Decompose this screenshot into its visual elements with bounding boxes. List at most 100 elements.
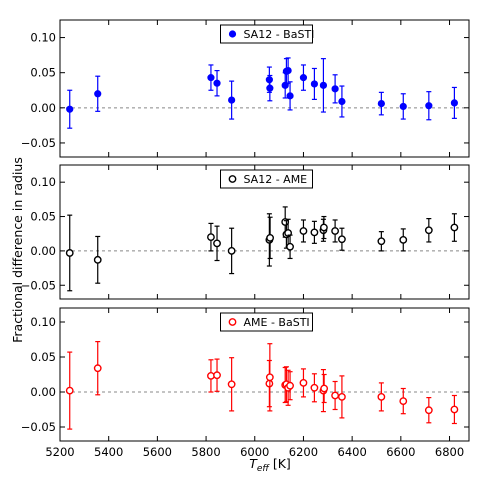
legend: AME - BaSTI [220, 312, 313, 332]
y-tick-label: 0.00 [30, 385, 56, 399]
marker [299, 227, 308, 235]
y-tick-label: 0.05 [30, 66, 56, 80]
marker [310, 80, 319, 88]
panels: 0.10 0.05 0.00 −0.05 SA12 - BaSTI 0.10 0.05 0.0… [21, 19, 470, 459]
x-tick-label: 6000 [240, 445, 269, 459]
marker [424, 406, 433, 415]
x-tick-label: 5800 [191, 445, 220, 459]
data-point [377, 91, 385, 116]
panel-1: 0.10 0.05 0.00 −0.05 SA12 - BaSTI [21, 19, 470, 158]
marker [338, 235, 346, 244]
marker [266, 233, 274, 242]
legend-box [220, 312, 313, 332]
data-point [207, 222, 215, 252]
data-point [399, 228, 408, 252]
data-point [450, 394, 459, 425]
y-tick-label: 0.00 [30, 101, 56, 115]
data-point [425, 91, 433, 121]
x-tick-label: 5400 [94, 445, 123, 459]
x-tick-label: 5200 [45, 445, 74, 459]
data-point [213, 225, 221, 262]
marker [399, 397, 408, 405]
marker [450, 405, 459, 414]
marker [213, 371, 221, 380]
data-point [320, 373, 329, 404]
data-point [310, 67, 319, 100]
legend-box [220, 24, 313, 44]
axes-frame [59, 19, 470, 158]
marker [450, 99, 458, 107]
marker [399, 236, 408, 244]
data-point [310, 373, 319, 403]
data-point [424, 397, 433, 424]
y-tick-label: −0.05 [21, 136, 56, 150]
data-point [66, 89, 74, 129]
marker [286, 92, 294, 100]
marker [66, 105, 74, 113]
y-tick-label: 0.10 [30, 175, 56, 189]
data-point [266, 216, 274, 260]
data-point [286, 234, 294, 260]
marker [377, 100, 385, 108]
data-point [207, 359, 215, 393]
marker [319, 81, 328, 89]
marker [425, 102, 433, 110]
legend-box [220, 169, 313, 189]
x-axis-label-sub: eff [257, 464, 271, 474]
data-point [399, 387, 408, 415]
data-point [310, 220, 319, 244]
data-point [338, 375, 346, 419]
data-point [65, 214, 74, 292]
x-tick-label: 5600 [143, 445, 172, 459]
marker [266, 84, 274, 92]
marker [310, 228, 319, 237]
data-point [331, 74, 339, 104]
marker [331, 85, 339, 93]
x-axis-label-main: T [249, 456, 258, 471]
marker [338, 392, 346, 401]
marker [207, 74, 215, 82]
legend-label: SA12 - BaSTI [244, 28, 315, 41]
marker [207, 371, 215, 380]
data-point [213, 69, 221, 97]
marker [377, 237, 386, 246]
marker [94, 90, 102, 98]
x-axis-label-unit: [K] [269, 456, 291, 471]
axes-frame [59, 307, 470, 442]
data-point [213, 358, 221, 392]
legend-marker [228, 175, 237, 183]
marker [299, 74, 308, 82]
marker [265, 373, 274, 382]
legend-marker [228, 30, 237, 38]
data-point [286, 81, 294, 111]
marker [377, 392, 386, 401]
data-point [207, 64, 215, 91]
marker [399, 102, 407, 111]
x-tick-label: 6400 [338, 445, 367, 459]
data-point [93, 235, 102, 284]
data-point [227, 357, 236, 412]
data-point [331, 380, 340, 411]
axes-frame [59, 164, 470, 300]
data-point [227, 227, 236, 275]
marker [286, 242, 294, 251]
data-point [377, 382, 386, 412]
marker [331, 391, 340, 400]
marker [424, 226, 433, 235]
panel-3: 0.10 0.05 0.00 −0.05 5200 5400 5600 5800 6000 620… [21, 307, 470, 459]
x-tick-label: 6600 [386, 445, 415, 459]
x-axis-label: Teff [K] [249, 456, 291, 474]
data-point [228, 80, 236, 120]
data-point [331, 219, 340, 243]
y-tick-label: 0.10 [30, 31, 56, 45]
y-tick-label: 0.05 [30, 210, 56, 224]
y-tick-label: 0.10 [30, 315, 56, 329]
marker [310, 383, 319, 392]
data-point [399, 93, 407, 120]
data-point [65, 351, 74, 430]
marker [320, 384, 329, 393]
marker [65, 386, 74, 395]
data-point [299, 64, 308, 91]
marker [93, 255, 102, 264]
marker [213, 79, 221, 87]
